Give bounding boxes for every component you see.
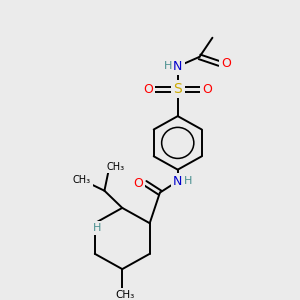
Text: H: H (183, 176, 192, 186)
Text: CH₃: CH₃ (106, 162, 125, 172)
Text: CH₃: CH₃ (72, 175, 92, 185)
Text: CH₃: CH₃ (73, 175, 91, 185)
Text: S: S (173, 82, 182, 96)
Text: S: S (173, 82, 183, 96)
Text: H: H (92, 223, 101, 233)
Text: CH₃: CH₃ (116, 290, 135, 300)
Text: O: O (202, 83, 212, 96)
Text: O: O (221, 57, 232, 70)
Text: CH₃: CH₃ (115, 290, 136, 300)
Text: H: H (164, 61, 172, 71)
Text: N: N (173, 60, 182, 73)
Text: N: N (172, 60, 183, 73)
Text: O: O (133, 176, 143, 190)
Text: O: O (143, 83, 153, 96)
Text: O: O (221, 57, 231, 70)
Text: H: H (184, 176, 192, 186)
Text: O: O (202, 83, 213, 96)
Text: H: H (163, 61, 172, 71)
Text: CH₃: CH₃ (106, 162, 124, 172)
Text: N: N (172, 175, 183, 188)
Text: O: O (143, 83, 153, 96)
Text: O: O (133, 176, 143, 190)
Text: H: H (93, 223, 101, 233)
Text: N: N (173, 175, 182, 188)
